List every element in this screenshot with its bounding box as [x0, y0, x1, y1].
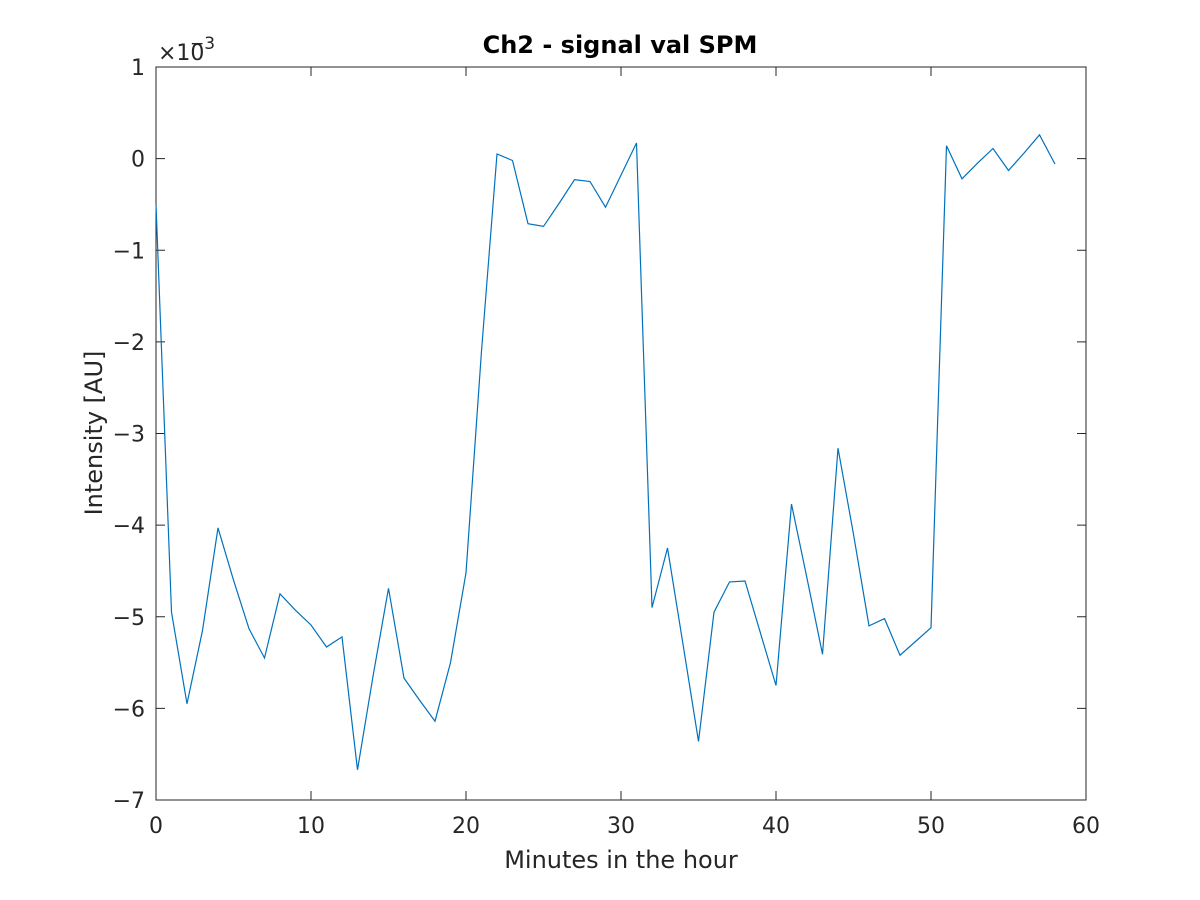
y-axis: 1 0 −1 −2 −3 −4 −5 −6 −7	[113, 56, 1086, 814]
x-axis-label: Minutes in the hour	[504, 846, 738, 874]
y-tick-label: 1	[131, 56, 145, 81]
plot-area	[155, 66, 1087, 801]
y-axis-label: Intensity [AU]	[80, 351, 108, 516]
x-tick-label: 60	[1072, 814, 1100, 839]
y-tick-label: −6	[113, 697, 145, 722]
x-tick-label: 40	[762, 814, 790, 839]
y-tick-label: 0	[131, 148, 145, 173]
y-exponent-power: −3	[190, 34, 215, 54]
y-axis-exponent: ×10 −3	[158, 34, 215, 66]
y-tick-label: −5	[113, 606, 145, 631]
y-tick-label: −1	[113, 239, 145, 264]
y-tick-label: −4	[113, 514, 145, 539]
y-exponent-base: ×10	[158, 41, 204, 66]
x-axis: 0 10 20 30 40 50 60	[149, 67, 1100, 839]
x-tick-label: 0	[149, 814, 163, 839]
x-tick-label: 50	[917, 814, 945, 839]
y-tick-label: −7	[113, 789, 145, 814]
y-tick-label: −2	[113, 331, 145, 356]
series-line	[155, 133, 1056, 770]
chart-title: Ch2 - signal val SPM	[483, 31, 758, 59]
y-tick-label: −3	[113, 423, 145, 448]
x-tick-label: 30	[607, 814, 635, 839]
x-tick-label: 20	[452, 814, 480, 839]
x-tick-label: 10	[297, 814, 325, 839]
